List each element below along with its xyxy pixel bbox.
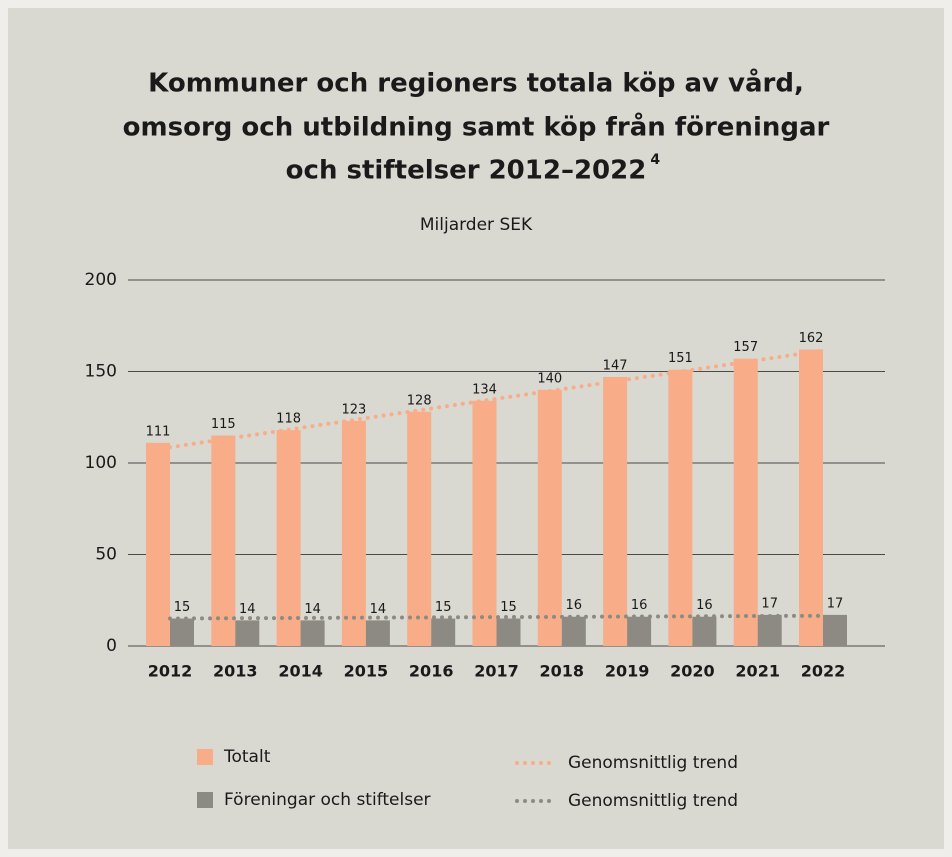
value-label: 16 bbox=[566, 598, 583, 613]
x-tick-label: 2022 bbox=[801, 662, 846, 681]
y-tick-label: 50 bbox=[95, 545, 117, 565]
value-label: 14 bbox=[239, 602, 256, 617]
value-label: 111 bbox=[146, 424, 171, 439]
bar bbox=[668, 369, 693, 646]
bar bbox=[341, 420, 366, 646]
value-label: 162 bbox=[799, 331, 824, 346]
y-tick-label: 100 bbox=[85, 453, 117, 473]
legend-label: Genomsnittlig trend bbox=[568, 753, 738, 773]
value-label: 118 bbox=[276, 412, 301, 427]
y-tick-label: 150 bbox=[85, 362, 117, 382]
bar bbox=[431, 618, 456, 646]
bar bbox=[603, 376, 628, 646]
chart-title: och stiftelser 2012–2022 bbox=[286, 156, 647, 186]
bar bbox=[170, 618, 194, 646]
value-label: 140 bbox=[537, 371, 562, 386]
bar bbox=[823, 614, 847, 646]
chart-title: omsorg och utbildning samt köp från före… bbox=[123, 111, 830, 143]
bar bbox=[146, 442, 170, 646]
x-tick-label: 2020 bbox=[670, 662, 715, 681]
subtitle: Miljarder SEK bbox=[420, 215, 533, 235]
bar bbox=[733, 358, 758, 646]
value-label: 16 bbox=[696, 598, 713, 613]
value-label: 134 bbox=[472, 382, 497, 397]
bar bbox=[365, 620, 390, 646]
bar bbox=[235, 620, 260, 646]
x-tick-label: 2018 bbox=[540, 662, 585, 681]
value-label: 15 bbox=[174, 600, 191, 615]
value-label: 115 bbox=[211, 417, 236, 432]
trend-line bbox=[168, 348, 825, 450]
trend-line bbox=[168, 613, 825, 621]
bar bbox=[692, 616, 717, 646]
x-tick-label: 2012 bbox=[148, 662, 193, 681]
bar bbox=[561, 616, 586, 646]
x-tick-label: 2015 bbox=[344, 662, 389, 681]
value-label: 14 bbox=[370, 602, 387, 617]
bar bbox=[472, 400, 497, 646]
bar bbox=[537, 389, 562, 646]
value-label: 17 bbox=[761, 596, 778, 611]
x-tick-label: 2017 bbox=[474, 662, 519, 681]
value-label: 157 bbox=[733, 340, 758, 355]
legend-label: Totalt bbox=[223, 747, 271, 767]
legend-label: Genomsnittlig trend bbox=[568, 791, 738, 811]
y-tick-label: 200 bbox=[85, 270, 117, 290]
bar bbox=[407, 411, 432, 646]
value-label: 151 bbox=[668, 351, 693, 366]
value-label: 123 bbox=[341, 402, 366, 417]
footnote-mark: 4 bbox=[650, 152, 660, 168]
x-tick-label: 2014 bbox=[278, 662, 323, 681]
chart-title: Kommuner och regioners totala köp av vår… bbox=[148, 67, 804, 99]
x-tick-label: 2019 bbox=[605, 662, 650, 681]
value-label: 15 bbox=[435, 600, 452, 615]
bar bbox=[300, 620, 325, 646]
bar bbox=[799, 349, 823, 646]
value-label: 17 bbox=[827, 596, 844, 611]
y-tick-label: 0 bbox=[106, 636, 117, 656]
x-tick-label: 2013 bbox=[213, 662, 258, 681]
x-tick-label: 2021 bbox=[735, 662, 780, 681]
bar bbox=[276, 430, 301, 646]
legend-swatch bbox=[197, 749, 213, 765]
value-label: 128 bbox=[407, 393, 432, 408]
legend-swatch bbox=[197, 792, 213, 808]
bar bbox=[496, 618, 521, 646]
legend-label: Föreningar och stiftelser bbox=[224, 790, 431, 810]
value-label: 15 bbox=[500, 600, 517, 615]
bar bbox=[627, 616, 652, 646]
value-label: 147 bbox=[603, 358, 628, 373]
bar bbox=[757, 614, 782, 646]
bar bbox=[211, 435, 236, 646]
value-label: 16 bbox=[631, 598, 648, 613]
x-tick-label: 2016 bbox=[409, 662, 454, 681]
value-label: 14 bbox=[304, 602, 321, 617]
